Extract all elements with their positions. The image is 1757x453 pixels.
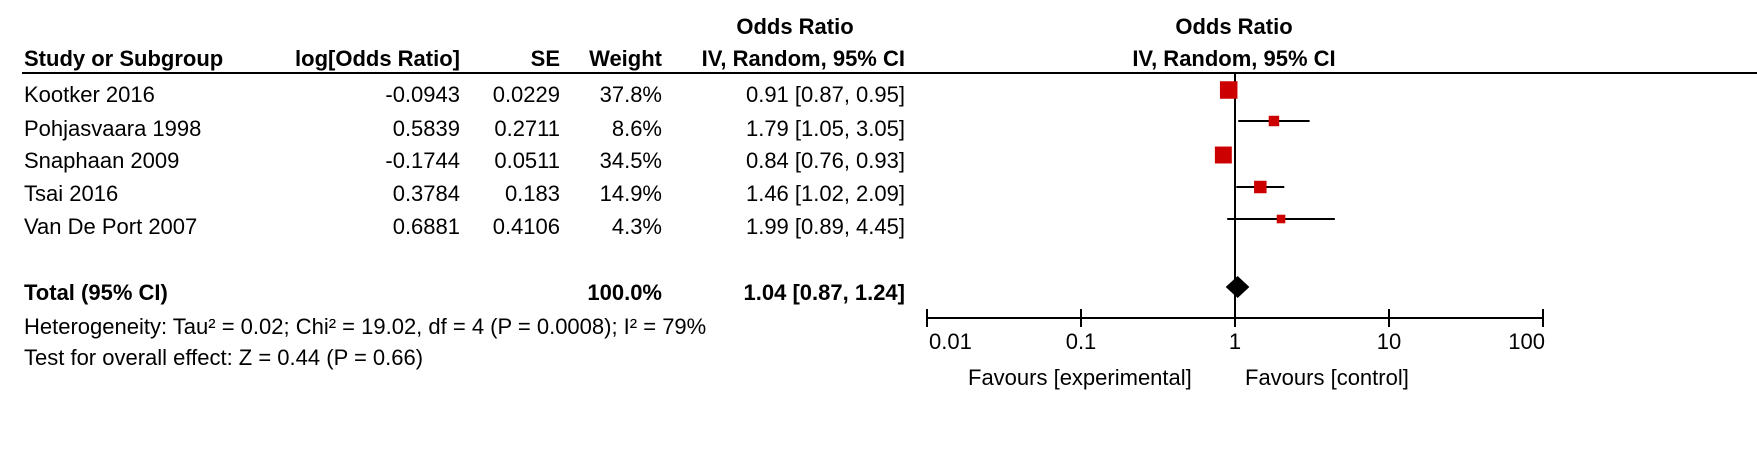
- col-header-or-ci: IV, Random, 95% CI: [701, 46, 905, 71]
- plot-subtitle: IV, Random, 95% CI: [1132, 46, 1336, 71]
- study-or-ci: 0.91 [0.87, 0.95]: [745, 82, 905, 107]
- study-weight: 4.3%: [611, 214, 662, 239]
- study-marker: [1219, 81, 1238, 99]
- study-marker: [1214, 146, 1232, 164]
- x-tick-label: 0.1: [1066, 329, 1097, 354]
- table-or-header: Odds Ratio: [736, 14, 854, 39]
- study-or-ci: 1.46 [1.02, 2.09]: [745, 181, 905, 206]
- study-se: 0.2711: [494, 116, 560, 141]
- x-tick-label: 10: [1377, 329, 1401, 354]
- study-se: 0.183: [504, 181, 560, 206]
- x-tick-label: 1: [1229, 329, 1241, 354]
- col-header-weight: Weight: [589, 46, 662, 71]
- study-weight: 37.8%: [599, 82, 662, 107]
- study-se: 0.0511: [494, 148, 560, 173]
- study-logor: 0.3784: [392, 181, 460, 206]
- study-logor: 0.5839: [392, 116, 460, 141]
- overall-effect-text: Test for overall effect: Z = 0.44 (P = 0…: [24, 345, 424, 370]
- study-name: Snaphaan 2009: [24, 148, 180, 173]
- total-weight: 100.0%: [587, 280, 662, 305]
- study-or-ci: 1.99 [0.89, 4.45]: [745, 214, 905, 239]
- plot-title: Odds Ratio: [1175, 14, 1293, 39]
- study-weight: 34.5%: [599, 148, 662, 173]
- study-or-ci: 0.84 [0.76, 0.93]: [745, 148, 905, 173]
- study-logor: 0.6881: [392, 214, 460, 239]
- study-marker: [1276, 214, 1286, 224]
- study-name: Kootker 2016: [24, 82, 155, 107]
- col-header-study: Study or Subgroup: [24, 46, 224, 71]
- study-marker: [1254, 180, 1267, 194]
- study-name: Tsai 2016: [24, 181, 119, 206]
- study-weight: 8.6%: [611, 116, 662, 141]
- study-marker: [1268, 115, 1280, 127]
- study-se: 0.4106: [492, 214, 560, 239]
- study-se: 0.0229: [492, 82, 560, 107]
- favours-right-label: Favours [control]: [1245, 365, 1409, 390]
- x-tick-label: 0.01: [929, 329, 972, 354]
- total-label: Total (95% CI): [24, 280, 168, 305]
- study-name: Van De Port 2007: [24, 214, 198, 239]
- total-or-ci: 1.04 [0.87, 1.24]: [743, 280, 905, 305]
- study-or-ci: 1.79 [1.05, 3.05]: [745, 116, 905, 141]
- col-header-se: SE: [530, 46, 560, 71]
- heterogeneity-text: Heterogeneity: Tau² = 0.02; Chi² = 19.02…: [24, 314, 707, 339]
- study-logor: -0.0943: [385, 82, 460, 107]
- study-weight: 14.9%: [599, 181, 662, 206]
- col-header-logor: log[Odds Ratio]: [295, 46, 460, 71]
- study-name: Pohjasvaara 1998: [24, 116, 202, 141]
- summary-diamond: [1225, 276, 1250, 298]
- header-rule: [22, 72, 1757, 74]
- favours-left-label: Favours [experimental]: [968, 365, 1192, 390]
- study-logor: -0.1744: [385, 148, 460, 173]
- x-tick-label: 100: [1508, 329, 1545, 354]
